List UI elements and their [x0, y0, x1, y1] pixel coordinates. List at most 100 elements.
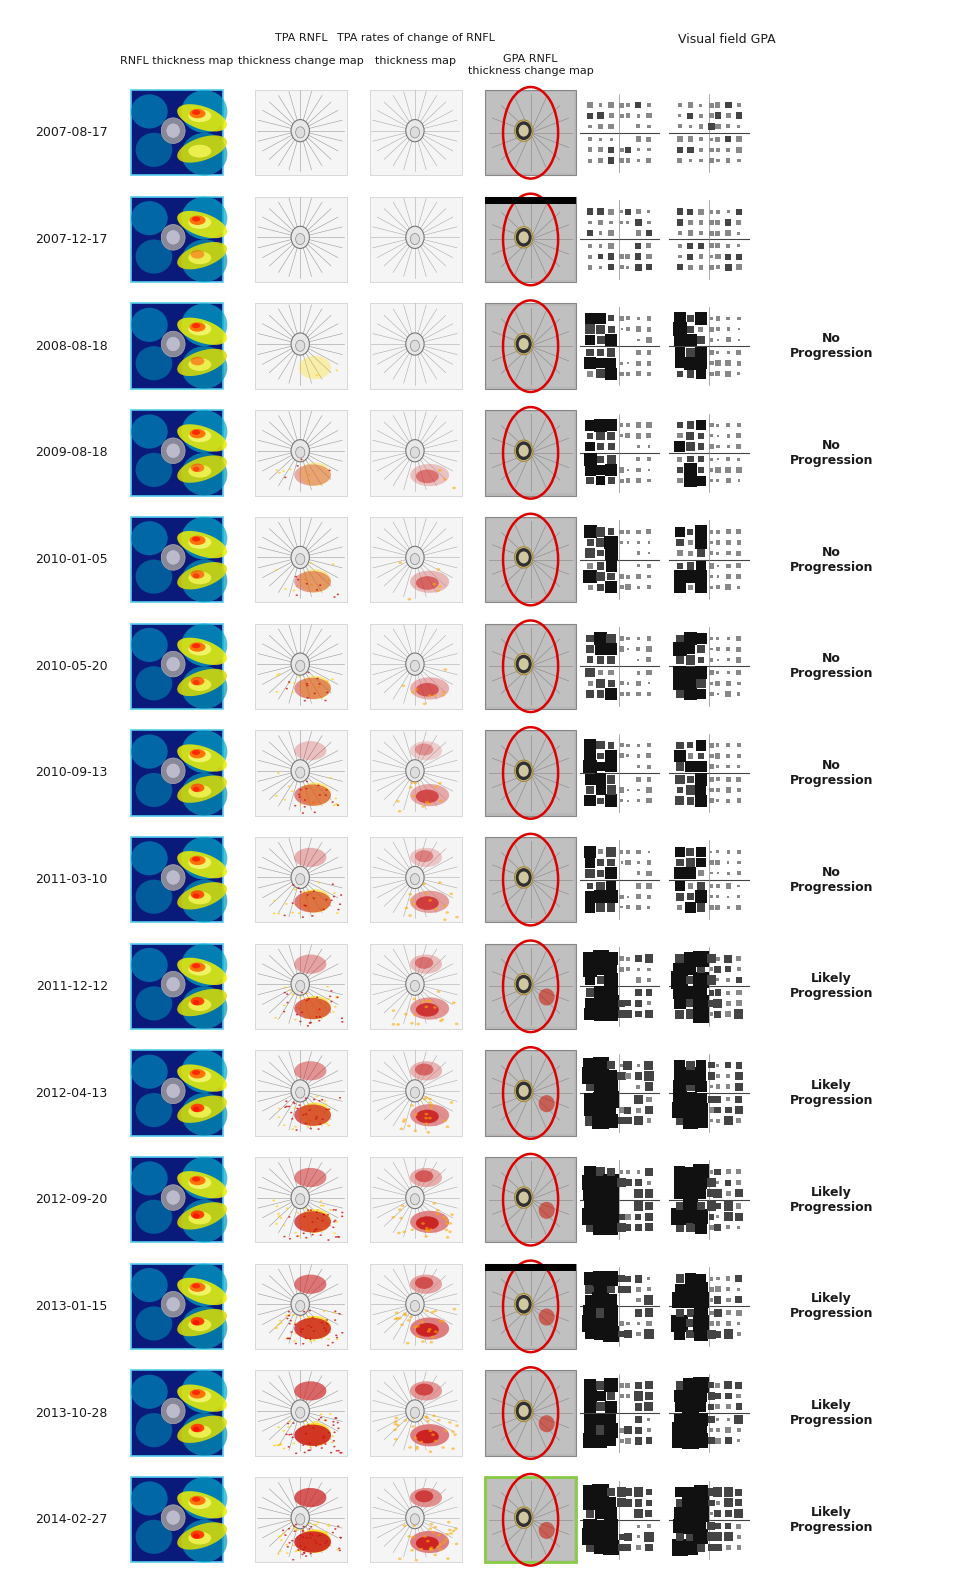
Ellipse shape: [193, 574, 200, 578]
Bar: [595, 1211, 606, 1222]
Ellipse shape: [334, 1006, 337, 1007]
Ellipse shape: [193, 893, 200, 898]
Bar: [647, 564, 651, 567]
Bar: [716, 1181, 719, 1184]
Bar: [583, 526, 597, 539]
Bar: [726, 113, 730, 118]
Ellipse shape: [283, 1125, 286, 1127]
Bar: [710, 637, 712, 640]
Bar: [708, 264, 714, 270]
Ellipse shape: [325, 1532, 328, 1533]
Ellipse shape: [131, 734, 167, 769]
Ellipse shape: [294, 785, 331, 806]
Ellipse shape: [332, 564, 335, 566]
Bar: [604, 535, 618, 550]
Ellipse shape: [306, 1338, 309, 1340]
Ellipse shape: [538, 1416, 554, 1432]
Ellipse shape: [337, 1449, 339, 1451]
Bar: [715, 1405, 721, 1409]
Ellipse shape: [325, 899, 328, 901]
Bar: [737, 871, 741, 876]
Bar: [715, 254, 721, 259]
Ellipse shape: [288, 1311, 290, 1313]
Ellipse shape: [409, 1316, 413, 1319]
Bar: [707, 1330, 716, 1338]
Bar: [706, 976, 716, 985]
Bar: [620, 799, 623, 802]
Bar: [706, 1201, 716, 1211]
Ellipse shape: [272, 1200, 275, 1201]
Ellipse shape: [538, 988, 554, 1006]
Ellipse shape: [313, 1340, 315, 1341]
Bar: [644, 1295, 654, 1305]
Ellipse shape: [293, 888, 296, 890]
Bar: [593, 1292, 609, 1308]
Bar: [714, 1224, 721, 1231]
Ellipse shape: [433, 1554, 437, 1556]
Ellipse shape: [177, 1065, 227, 1092]
Ellipse shape: [308, 998, 310, 999]
Ellipse shape: [279, 1535, 282, 1537]
Ellipse shape: [305, 1123, 307, 1125]
Ellipse shape: [182, 1478, 228, 1519]
Bar: [370, 410, 462, 496]
Bar: [626, 221, 629, 224]
Ellipse shape: [410, 1317, 449, 1340]
Bar: [604, 1316, 619, 1330]
Ellipse shape: [416, 790, 439, 802]
Ellipse shape: [400, 1128, 403, 1130]
Ellipse shape: [188, 145, 211, 157]
Bar: [487, 520, 575, 601]
Bar: [736, 990, 742, 995]
Bar: [597, 1401, 605, 1411]
Bar: [595, 1081, 607, 1093]
Bar: [637, 766, 640, 767]
Bar: [584, 1414, 596, 1425]
Ellipse shape: [306, 1338, 309, 1340]
Bar: [674, 1187, 685, 1200]
Bar: [686, 1319, 694, 1327]
Bar: [605, 582, 617, 593]
Bar: [597, 443, 604, 450]
Ellipse shape: [177, 1278, 227, 1305]
Ellipse shape: [405, 1400, 424, 1422]
Text: Likely
Progression: Likely Progression: [790, 1079, 874, 1108]
Ellipse shape: [313, 1427, 315, 1429]
Ellipse shape: [182, 1306, 228, 1349]
Ellipse shape: [282, 470, 285, 472]
Bar: [736, 361, 741, 365]
Ellipse shape: [444, 1120, 446, 1122]
Ellipse shape: [304, 806, 306, 807]
Ellipse shape: [304, 1421, 307, 1422]
Ellipse shape: [182, 91, 228, 133]
Bar: [597, 690, 604, 698]
Bar: [716, 788, 720, 791]
Bar: [585, 998, 595, 1009]
Ellipse shape: [445, 1125, 449, 1128]
Bar: [677, 478, 683, 483]
Bar: [726, 1427, 731, 1433]
Bar: [370, 731, 462, 815]
Bar: [485, 197, 576, 283]
Bar: [582, 1208, 598, 1225]
Bar: [694, 1306, 707, 1319]
Ellipse shape: [426, 1540, 429, 1543]
Text: 2007-12-17: 2007-12-17: [35, 234, 108, 246]
Ellipse shape: [190, 464, 205, 472]
Ellipse shape: [193, 1320, 200, 1325]
Ellipse shape: [304, 1537, 307, 1538]
Bar: [709, 372, 713, 377]
Bar: [607, 432, 615, 440]
Bar: [672, 1292, 688, 1308]
Bar: [637, 744, 641, 747]
Ellipse shape: [310, 1443, 313, 1444]
Ellipse shape: [293, 1101, 294, 1103]
Bar: [595, 987, 607, 999]
Ellipse shape: [308, 672, 310, 674]
Bar: [737, 1535, 741, 1538]
Bar: [708, 798, 714, 804]
Bar: [255, 1157, 347, 1243]
Bar: [599, 245, 602, 248]
Ellipse shape: [424, 1416, 428, 1417]
Ellipse shape: [515, 655, 532, 674]
